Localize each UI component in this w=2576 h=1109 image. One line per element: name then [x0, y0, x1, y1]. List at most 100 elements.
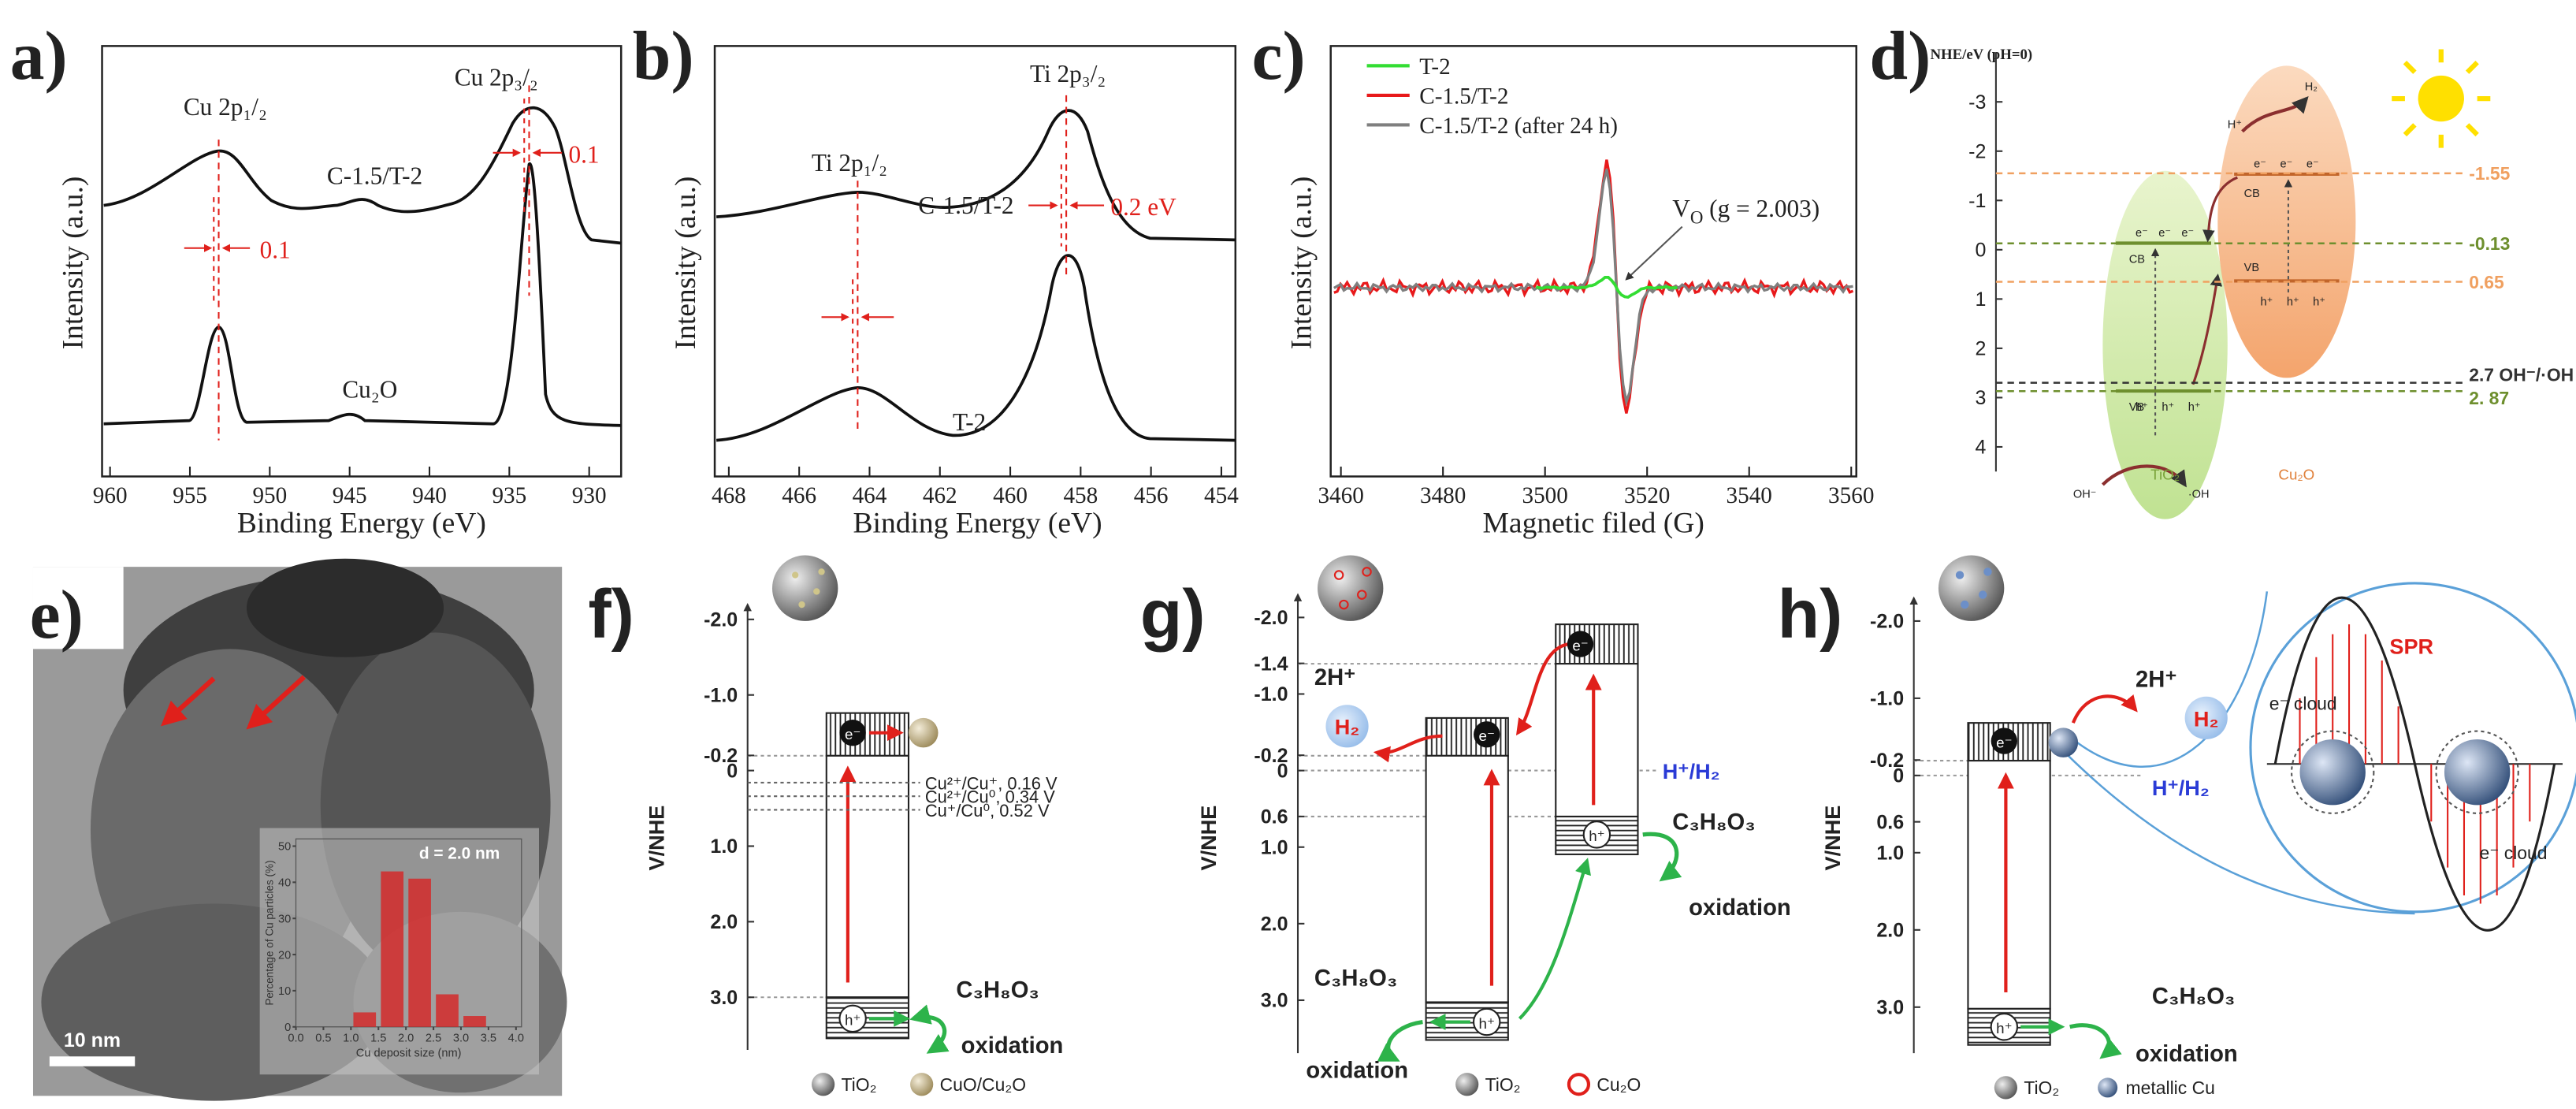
x-tick-label: 940: [412, 483, 447, 508]
transfer-arrow: [2191, 274, 2223, 385]
pointer-arrow: [161, 676, 216, 727]
bar: [436, 994, 459, 1027]
legend-label: Cu₂O: [1597, 1074, 1641, 1095]
zoom-line: [2064, 751, 2415, 915]
y-tick-label: 2.0: [1261, 914, 1288, 936]
hole: [1990, 1013, 2019, 1041]
electron: [1991, 728, 2017, 754]
level-label: -1.55: [2469, 163, 2510, 184]
y-axis-label: Intensity (a.u.): [58, 177, 90, 350]
cu-particle: [908, 717, 939, 748]
x-tick-label: 3540: [1727, 483, 1772, 508]
cu-particle: [2299, 739, 2366, 806]
sun: [2392, 49, 2491, 148]
y-tick-label: -1.0: [704, 684, 738, 706]
y-tick-label: -1.4: [1254, 653, 1288, 675]
x-tick-label: 0.5: [315, 1033, 331, 1045]
spectrum-curve: [716, 109, 1236, 242]
x-axis-label: Binding Energy (eV): [237, 507, 486, 539]
cu2o-ellipse: [2217, 65, 2356, 378]
electron: [839, 719, 866, 746]
x-tick-label: 458: [1063, 483, 1098, 508]
couple-label: Cu⁺/Cu⁰, 0.52 V: [925, 801, 1050, 821]
tio2-ellipse: [2102, 170, 2228, 519]
electron: e⁻: [2254, 158, 2266, 171]
couple-label: Cu²⁺/Cu⁺, 0.16 V: [925, 773, 1058, 793]
electron: e⁻: [2136, 227, 2148, 240]
catalyst-icon: [771, 555, 838, 621]
x-tick-label: 464: [853, 483, 887, 508]
y-tick-label: 0: [1277, 760, 1288, 782]
panel-label: e): [30, 576, 84, 653]
legend-swatch: [1994, 1076, 2017, 1100]
spectrum-curve: [1333, 169, 1853, 408]
x-tick-label: 4.0: [508, 1033, 524, 1045]
x-tick-label: 3560: [1828, 483, 1874, 508]
electron-label: e⁻: [1479, 728, 1495, 744]
legend-swatch: [812, 1073, 835, 1096]
y-tick-label: -0.2: [1254, 745, 1288, 767]
reactant: C₃H₈O₃: [956, 977, 1039, 1003]
x-axis-label: Cu deposit size (nm): [356, 1047, 462, 1059]
shift-label: 0.2 eV: [1110, 193, 1176, 221]
y-axis-label: V/NHE: [1196, 806, 1221, 871]
material-label: TiO₂: [2150, 467, 2180, 483]
cu-particle: [2048, 728, 2079, 757]
decoration: [1339, 599, 1349, 610]
y-tick-label: -1.0: [1870, 688, 1904, 710]
h2-bubble: [1325, 705, 1369, 748]
x-axis-label: Magnetic filed (G): [1483, 507, 1704, 539]
reactant: C₃H₈O₃: [2152, 984, 2235, 1010]
x-tick-label: 955: [173, 483, 207, 508]
hole: h⁺: [2188, 401, 2201, 414]
x-tick-label: 2.5: [426, 1033, 441, 1045]
x-tick-label: 3.0: [453, 1033, 469, 1045]
y-tick-label: 0: [727, 760, 738, 782]
oxidation-arrow: [2069, 1023, 2122, 1059]
y-tick-label: -0.2: [704, 745, 738, 767]
annotation: VO (g = 2.003): [1672, 195, 1820, 227]
shift-label: 0.1: [260, 236, 291, 263]
decoration: [1357, 590, 1367, 600]
x-tick-label: 462: [923, 483, 957, 508]
x-tick-label: 468: [712, 483, 746, 508]
level-label: 2. 87: [2469, 388, 2509, 408]
electron: e⁻: [2307, 158, 2319, 171]
transfer-arrow: [1515, 642, 1570, 736]
product: oxidation: [1689, 895, 1791, 921]
pointer-arrow: [246, 675, 307, 730]
sample-label: C-1.5/T-2: [918, 192, 1013, 219]
y-tick-label: 1.0: [1876, 843, 1904, 865]
oxidation-arrow: [1377, 1019, 1423, 1062]
y-tick-label: 3.0: [710, 987, 738, 1009]
protons: 2H⁺: [1314, 665, 1356, 690]
transfer-arrow: [2202, 176, 2238, 243]
decoration: [2392, 49, 2491, 148]
product: oxidation: [1306, 1058, 1408, 1083]
y-axis-label: NHE/eV (pH=0): [1931, 47, 2033, 63]
x-tick-label: 466: [782, 483, 816, 508]
decoration: [1961, 600, 1969, 609]
couple-label: Cu²⁺/Cu⁰, 0.34 V: [925, 787, 1055, 807]
sample-label: C-1.5/T-2: [327, 162, 422, 189]
electron-label: e⁻: [845, 726, 861, 742]
decoration: [1955, 571, 1965, 579]
hole: h⁺: [2260, 296, 2273, 309]
y-tick-label: 20: [278, 949, 291, 962]
panel-a: a) Intensity (a.u.) Binding Energy (eV) …: [10, 17, 623, 539]
species: H₂: [2305, 81, 2318, 94]
band-gap: [1967, 760, 2051, 1010]
electron: e⁻: [2181, 227, 2194, 240]
peak-label: Cu 2p₁/₂: [184, 93, 267, 121]
electron: e⁻: [2158, 227, 2171, 240]
material-label: Cu₂O: [2278, 467, 2314, 483]
plot-frame: [713, 45, 1237, 478]
spectrum-curve: [716, 254, 1236, 442]
hole: h⁺: [2287, 296, 2299, 309]
y-tick-label: 2.0: [710, 911, 738, 933]
electron-label: e⁻: [1996, 734, 2012, 750]
annotation-part: O: [1690, 207, 1704, 227]
electron-label: e⁻: [1572, 637, 1588, 653]
